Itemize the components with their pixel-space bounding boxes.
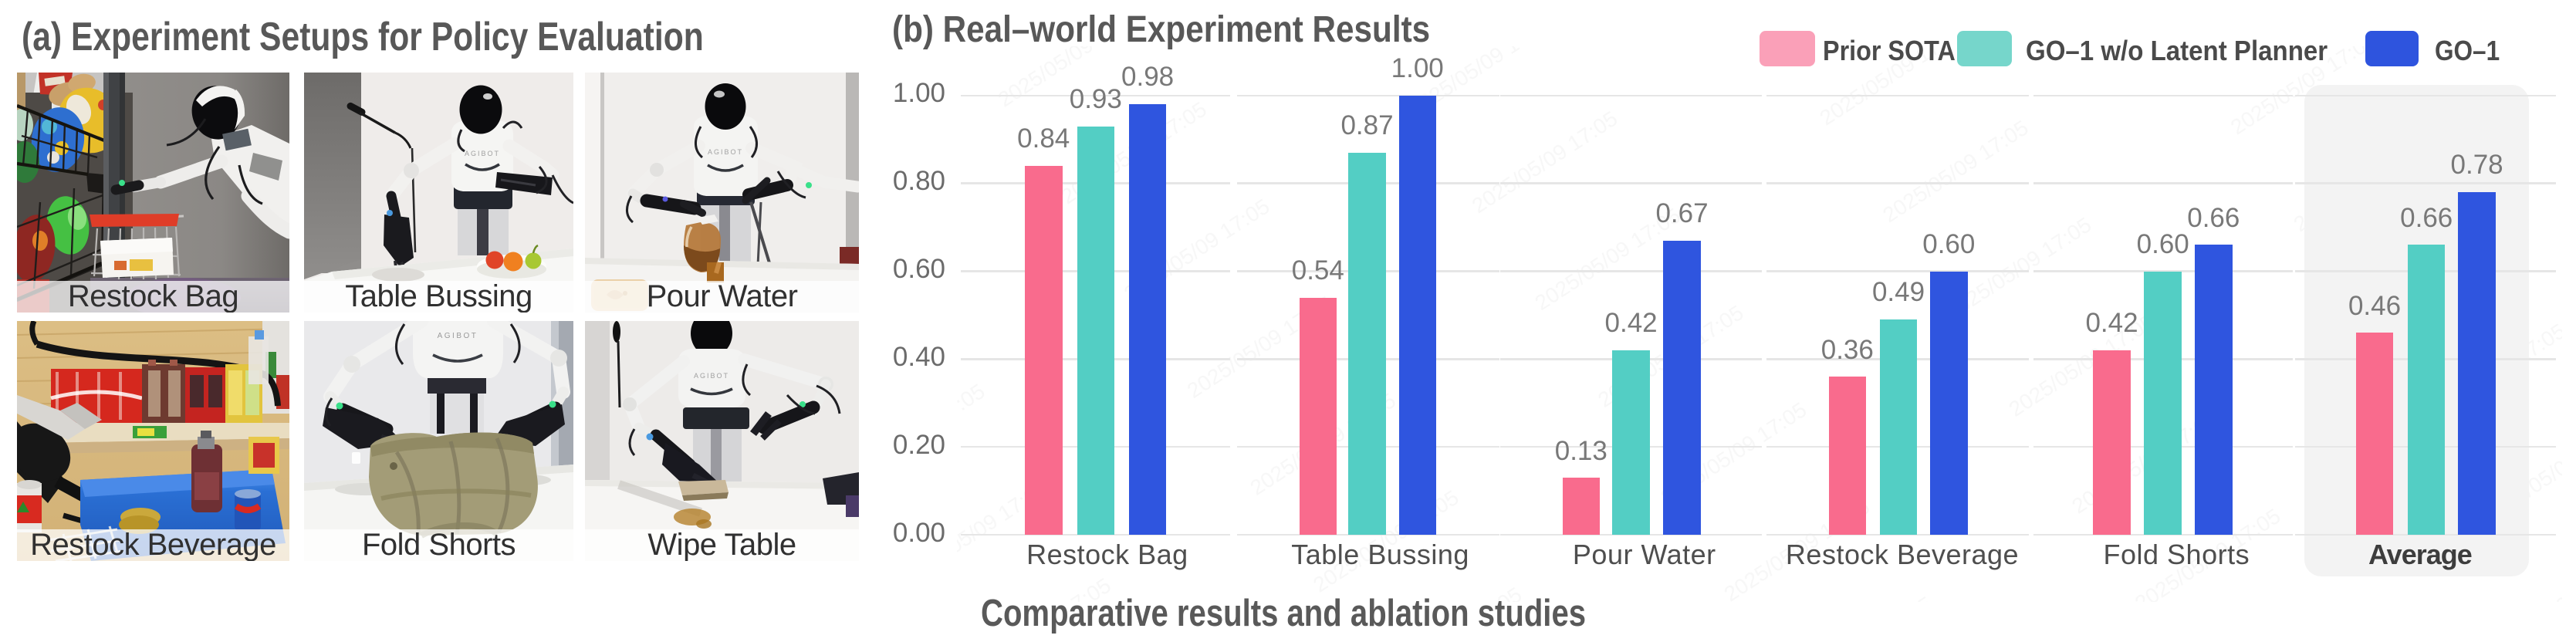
svg-text:AGIBOT: AGIBOT [694, 372, 729, 380]
svg-text:AGIBOT: AGIBOT [465, 150, 500, 157]
svg-text:AGIBOT: AGIBOT [438, 332, 478, 340]
svg-text:AGIBOT: AGIBOT [708, 148, 743, 156]
